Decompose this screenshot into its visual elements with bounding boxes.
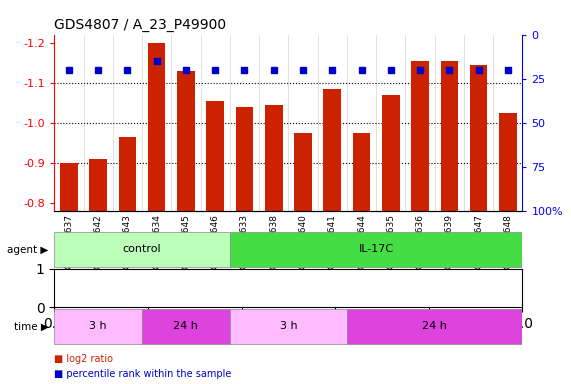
Bar <box>294 133 312 211</box>
Bar <box>119 137 136 211</box>
Bar <box>411 61 429 211</box>
Bar <box>347 309 522 344</box>
Bar <box>230 309 347 344</box>
Text: IL-17C: IL-17C <box>359 244 394 254</box>
Text: control: control <box>123 244 162 254</box>
Bar <box>207 101 224 211</box>
Text: time ▶: time ▶ <box>14 321 49 331</box>
Bar <box>323 89 341 211</box>
Text: 3 h: 3 h <box>89 321 107 331</box>
Bar <box>54 232 230 267</box>
Bar <box>177 71 195 211</box>
Bar <box>60 163 78 211</box>
Text: GDS4807 / A_23_P49900: GDS4807 / A_23_P49900 <box>54 18 226 32</box>
Bar <box>499 113 517 211</box>
Bar <box>236 107 254 211</box>
Text: 3 h: 3 h <box>280 321 297 331</box>
Bar <box>142 309 230 344</box>
Text: agent ▶: agent ▶ <box>7 245 49 255</box>
Text: ■ log2 ratio: ■ log2 ratio <box>54 354 113 364</box>
Text: 24 h: 24 h <box>174 321 198 331</box>
Bar <box>230 232 522 267</box>
Bar <box>353 133 370 211</box>
Bar <box>265 105 283 211</box>
Bar <box>89 159 107 211</box>
Bar <box>441 61 458 211</box>
Bar <box>382 95 400 211</box>
Bar <box>54 309 142 344</box>
Text: 24 h: 24 h <box>422 321 447 331</box>
Bar <box>148 43 166 211</box>
Text: ■ percentile rank within the sample: ■ percentile rank within the sample <box>54 369 232 379</box>
Bar <box>470 65 488 211</box>
